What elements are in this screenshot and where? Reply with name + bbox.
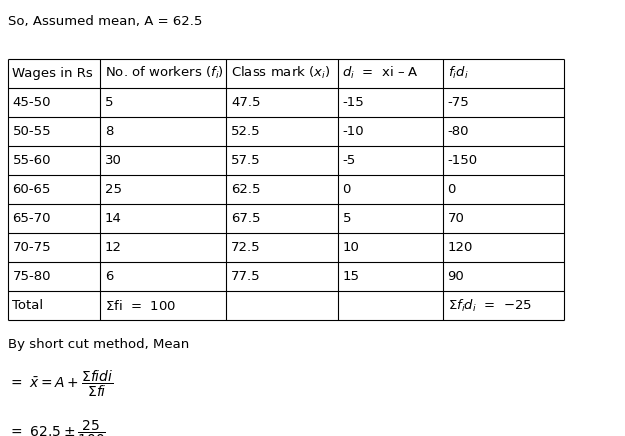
Text: 65-70: 65-70 xyxy=(12,212,51,225)
Text: 0: 0 xyxy=(448,183,456,196)
Text: $= \ 62.5 \pm \dfrac{25}{100}$: $= \ 62.5 \pm \dfrac{25}{100}$ xyxy=(8,419,106,436)
Text: 5: 5 xyxy=(342,212,351,225)
Text: Total: Total xyxy=(12,300,44,313)
Text: 72.5: 72.5 xyxy=(231,241,261,254)
Text: 60-65: 60-65 xyxy=(12,183,51,196)
Text: 5: 5 xyxy=(105,96,114,109)
Text: -10: -10 xyxy=(342,125,364,138)
Text: 14: 14 xyxy=(105,212,122,225)
Text: 10: 10 xyxy=(342,241,359,254)
Text: 45-50: 45-50 xyxy=(12,96,51,109)
Text: $= \ \bar{x} = A + \dfrac{\Sigma fidi}{\Sigma fi}$: $= \ \bar{x} = A + \dfrac{\Sigma fidi}{\… xyxy=(8,368,113,399)
Text: 75-80: 75-80 xyxy=(12,270,51,283)
Text: 77.5: 77.5 xyxy=(231,270,261,283)
Text: 12: 12 xyxy=(105,241,122,254)
Text: 52.5: 52.5 xyxy=(231,125,261,138)
Text: -80: -80 xyxy=(448,125,469,138)
Text: $\Sigma f_i d_i$  =  −25: $\Sigma f_i d_i$ = −25 xyxy=(448,298,532,314)
Text: No. of workers ($f_i$): No. of workers ($f_i$) xyxy=(105,65,224,82)
Text: 62.5: 62.5 xyxy=(231,183,261,196)
Text: By short cut method, Mean: By short cut method, Mean xyxy=(8,338,189,351)
Text: 15: 15 xyxy=(342,270,359,283)
Text: Class mark ($x_i$): Class mark ($x_i$) xyxy=(231,65,331,82)
Text: 25: 25 xyxy=(105,183,122,196)
Text: 67.5: 67.5 xyxy=(231,212,261,225)
Text: 55-60: 55-60 xyxy=(12,154,51,167)
Text: So, Assumed mean, A = 62.5: So, Assumed mean, A = 62.5 xyxy=(8,15,202,28)
Text: $f_id_i$: $f_id_i$ xyxy=(448,65,468,82)
Text: 8: 8 xyxy=(105,125,113,138)
Text: 90: 90 xyxy=(448,270,464,283)
Text: 50-55: 50-55 xyxy=(12,125,51,138)
Text: $\Sigma$fi  =  100: $\Sigma$fi = 100 xyxy=(105,299,176,313)
Text: -75: -75 xyxy=(448,96,469,109)
Text: 70: 70 xyxy=(448,212,464,225)
Text: 0: 0 xyxy=(342,183,351,196)
Text: -150: -150 xyxy=(448,154,478,167)
Text: 57.5: 57.5 xyxy=(231,154,261,167)
Text: 70-75: 70-75 xyxy=(12,241,51,254)
Text: 47.5: 47.5 xyxy=(231,96,261,109)
Text: 6: 6 xyxy=(105,270,113,283)
Text: 120: 120 xyxy=(448,241,473,254)
Text: 30: 30 xyxy=(105,154,122,167)
Text: -15: -15 xyxy=(342,96,364,109)
Text: $d_i$  =  xi – A: $d_i$ = xi – A xyxy=(342,65,419,82)
Text: Wages in Rs: Wages in Rs xyxy=(12,67,93,80)
Text: -5: -5 xyxy=(342,154,356,167)
